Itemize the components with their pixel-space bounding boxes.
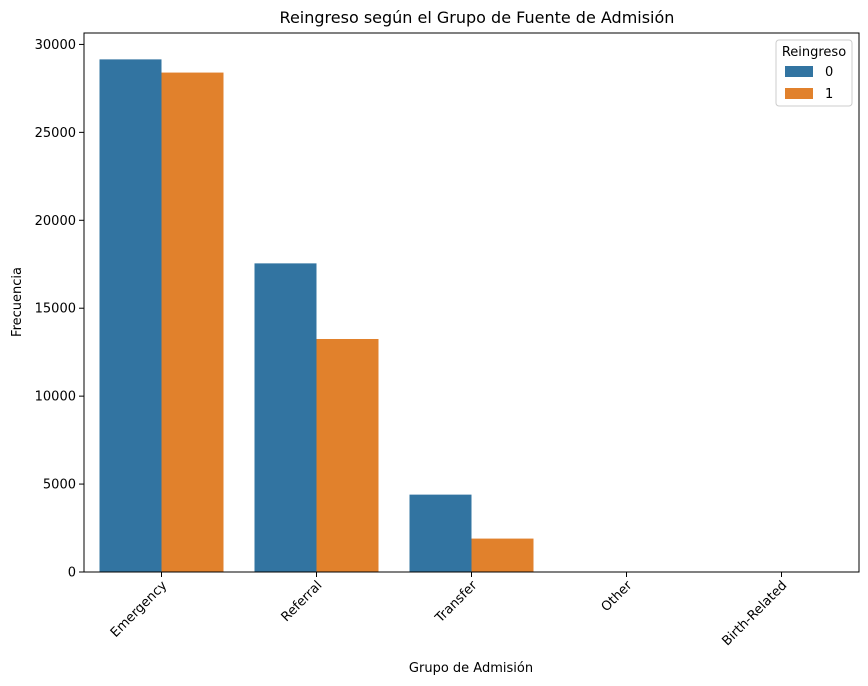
y-tick-label: 10000	[35, 390, 76, 405]
chart-title: Reingreso según el Grupo de Fuente de Ad…	[280, 8, 675, 27]
legend-swatch-1	[785, 88, 813, 99]
x-tick-label: Referral	[279, 578, 326, 625]
x-tick-label: Transfer	[432, 578, 481, 627]
y-tick-label: 5000	[43, 478, 76, 493]
bar-referral-series-0	[254, 263, 317, 572]
x-axis-label: Grupo de Admisión	[409, 661, 533, 676]
y-tick-label: 20000	[35, 214, 76, 229]
bar-referral-series-1	[316, 338, 379, 572]
y-tick-label: 15000	[35, 302, 76, 317]
bar-transfer-series-1	[471, 538, 534, 572]
x-tick-label: Other	[599, 578, 636, 615]
y-tick-label: 0	[68, 566, 76, 581]
x-axis: Emergency Referral Transfer Other Birth-Rela…	[108, 572, 790, 649]
x-tick-label: Emergency	[108, 578, 171, 641]
y-axis-label: Frecuencia	[10, 267, 25, 337]
legend-label-1: 1	[825, 87, 833, 102]
bar-transfer-series-0	[409, 494, 472, 572]
bar-emergency-series-0	[99, 59, 162, 572]
legend: Reingreso 01	[775, 39, 853, 107]
legend-entries: 01	[785, 65, 833, 102]
bar-emergency-series-1	[161, 72, 224, 573]
y-tick-label: 30000	[35, 38, 76, 53]
bars-group	[99, 59, 844, 573]
legend-title: Reingreso	[782, 45, 846, 60]
y-tick-label: 25000	[35, 126, 76, 141]
x-tick-label: Birth-Related	[719, 578, 790, 649]
legend-swatch-0	[785, 66, 813, 77]
legend-label-0: 0	[825, 65, 833, 80]
y-axis: 0 5000 10000 15000 20000 25000 30000	[35, 38, 84, 581]
